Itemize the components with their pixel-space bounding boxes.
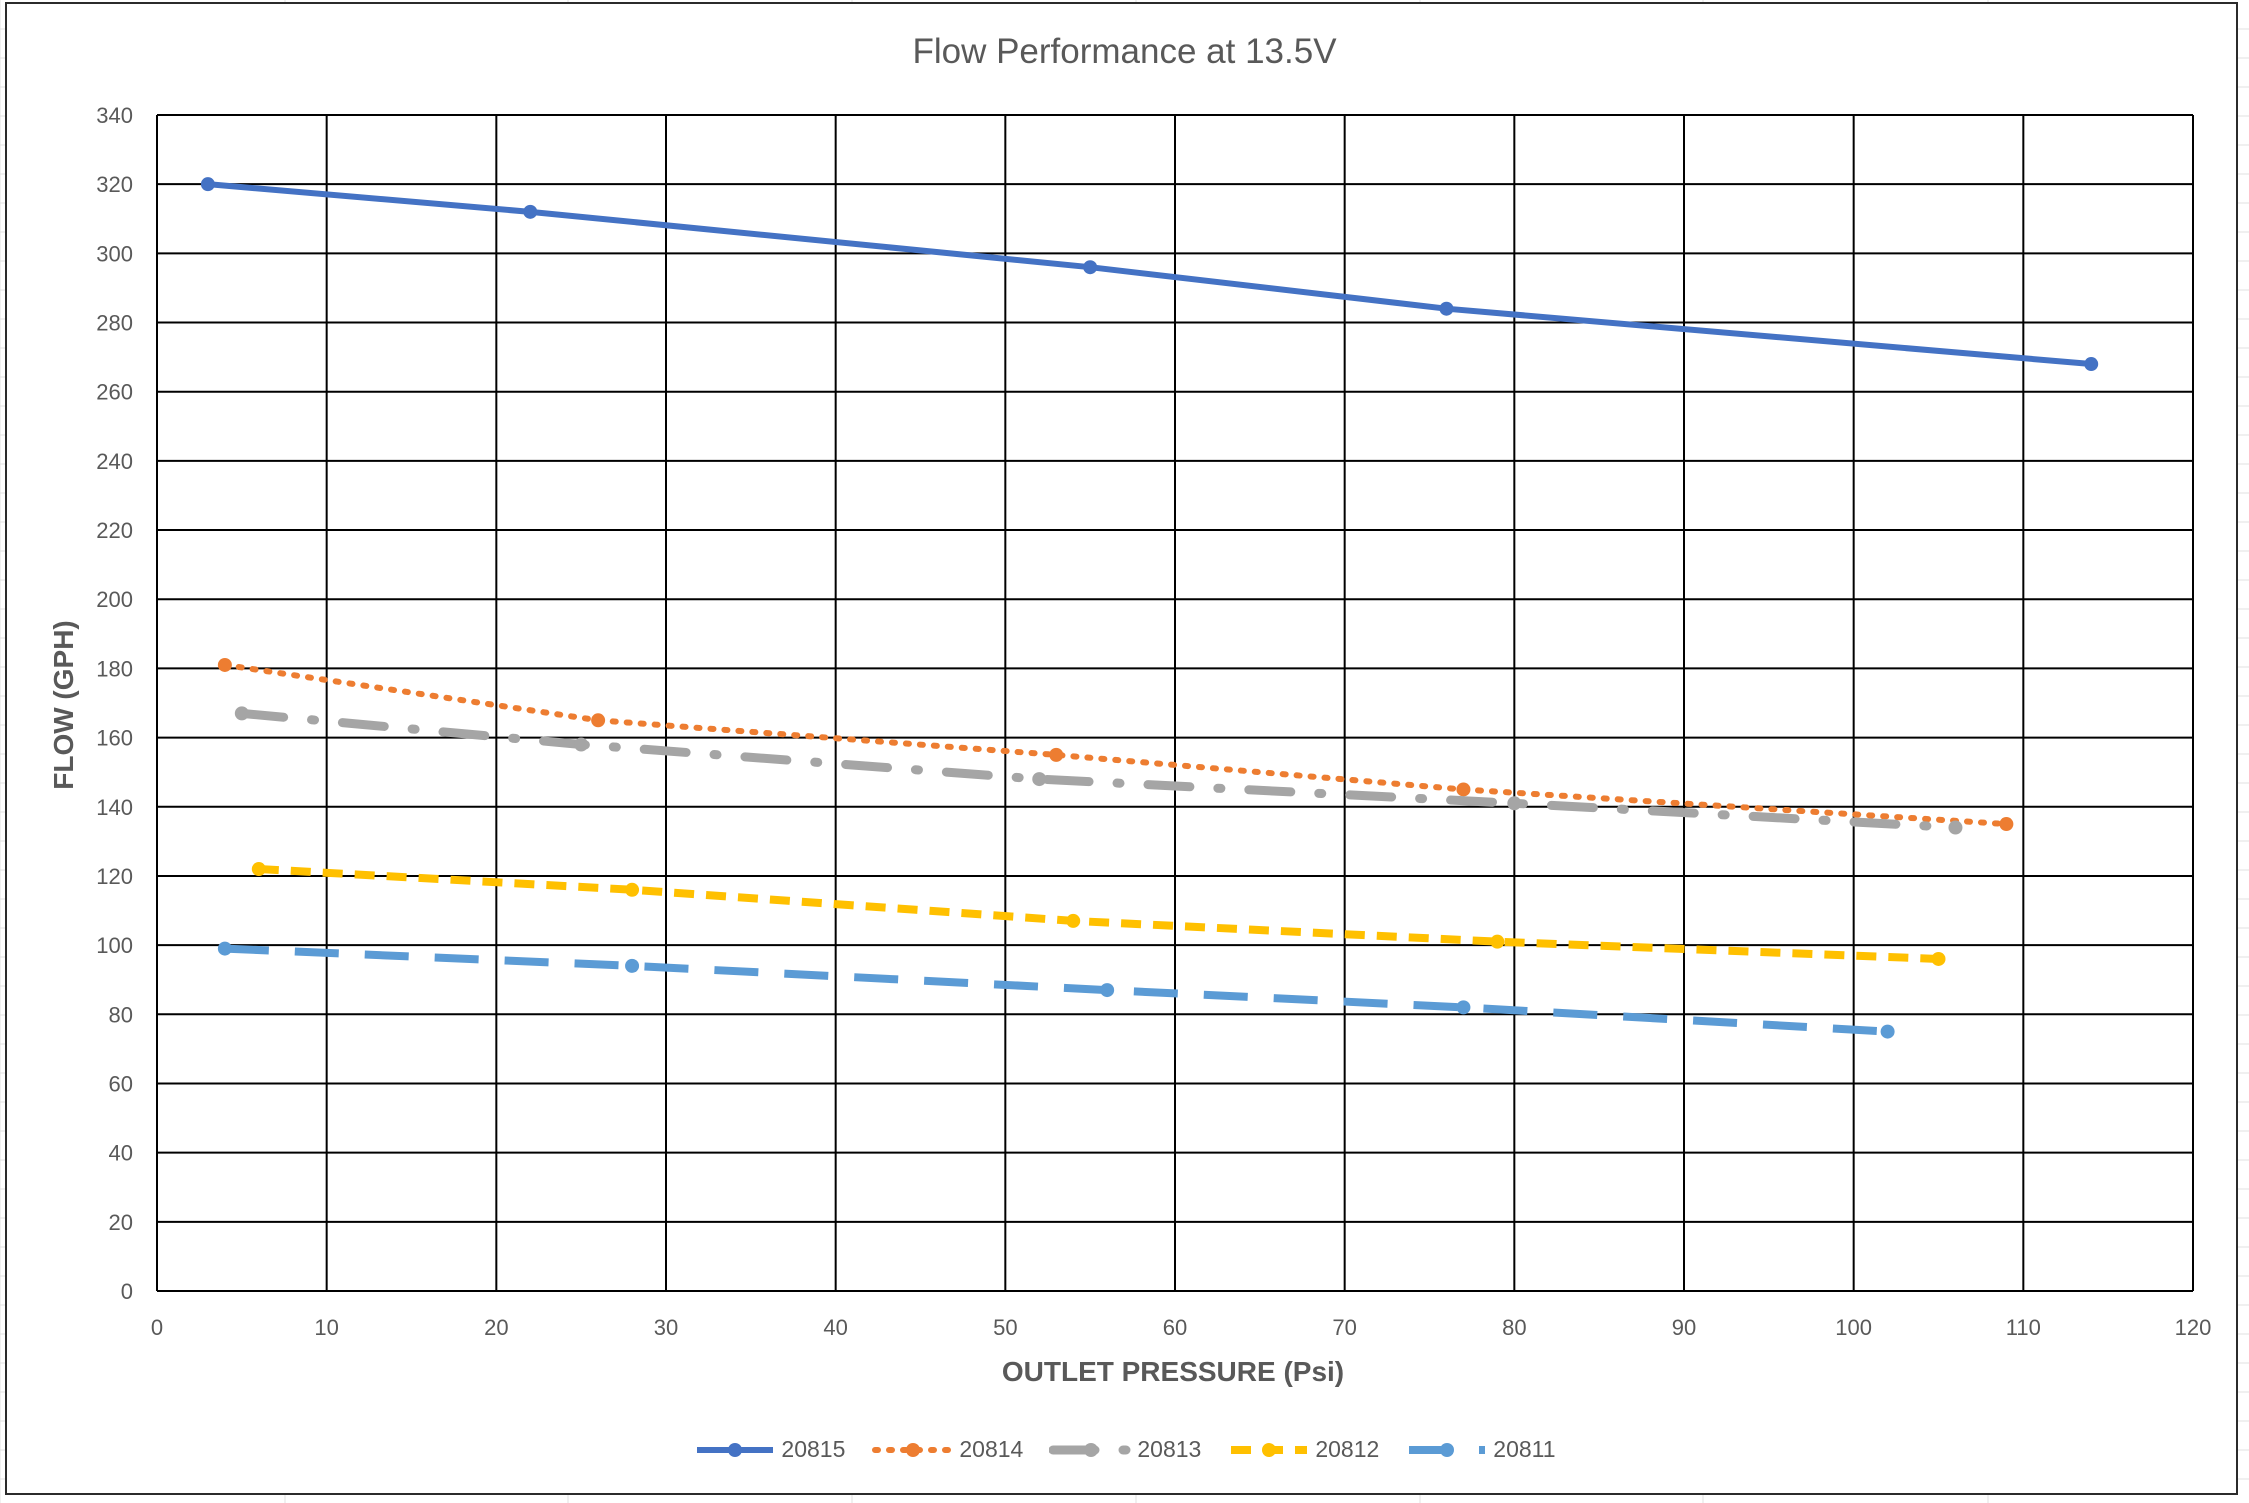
- data-point-20811: [625, 958, 640, 973]
- y-tick-label: 200: [96, 587, 133, 612]
- x-tick-label: 40: [823, 1315, 847, 1340]
- y-tick-label: 320: [96, 172, 133, 197]
- tick-labels: 0 10 20 30 40 50 60 70 80 90 100 110 120 0 20 40 60 80 100…: [96, 103, 2211, 1340]
- legend-marker: [906, 1442, 921, 1457]
- data-point-20815: [1439, 301, 1454, 316]
- legend-label: 20812: [1315, 1436, 1380, 1462]
- gridlines: [156, 114, 2194, 1292]
- x-tick-label: 100: [1835, 1315, 1872, 1340]
- data-point-20813: [234, 706, 249, 721]
- data-point-20815: [1083, 260, 1098, 275]
- legend-marker: [1084, 1442, 1099, 1457]
- legend-swatch-20813: [1049, 1442, 1134, 1457]
- y-tick-label: 40: [109, 1141, 133, 1166]
- y-tick-label: 260: [96, 380, 133, 405]
- data-point-20814: [1049, 747, 1064, 762]
- data-point-20815: [2084, 357, 2099, 372]
- x-tick-label: 60: [1163, 1315, 1187, 1340]
- data-point-20814: [591, 713, 606, 728]
- data-point-20811: [217, 941, 232, 956]
- y-tick-label: 220: [96, 518, 133, 543]
- data-point-20812: [1931, 951, 1946, 966]
- data-point-20815: [200, 177, 215, 192]
- x-tick-label: 90: [1672, 1315, 1696, 1340]
- data-point-20811: [1456, 1000, 1471, 1015]
- x-tick-label: 70: [1332, 1315, 1356, 1340]
- data-point-20815: [523, 204, 538, 219]
- legend-item-20813: 20813: [1049, 1436, 1201, 1463]
- y-tick-label: 340: [96, 103, 133, 128]
- data-point-20812: [1490, 934, 1505, 949]
- legend-item-20812: 20812: [1227, 1436, 1379, 1463]
- x-tick-label: 50: [993, 1315, 1017, 1340]
- x-axis-title: OUTLET PRESSURE (Psi): [1002, 1356, 1344, 1387]
- x-tick-label: 30: [654, 1315, 678, 1340]
- legend-swatch-20811: [1409, 1442, 1486, 1457]
- legend-marker: [728, 1442, 743, 1457]
- legend-marker: [1440, 1442, 1455, 1457]
- legend-swatch-20814: [872, 1442, 955, 1457]
- series-lines: [200, 177, 2099, 1039]
- x-tick-label: 10: [314, 1315, 338, 1340]
- legend-swatch-20812: [1231, 1442, 1308, 1457]
- y-tick-label: 300: [96, 241, 133, 266]
- legend-item-20814: 20814: [871, 1436, 1023, 1463]
- data-point-20813: [1032, 772, 1047, 787]
- y-tick-label: 0: [121, 1279, 133, 1304]
- legend-item-20815: 20815: [693, 1436, 845, 1463]
- y-tick-label: 100: [96, 933, 133, 958]
- chart-area[interactable]: [5, 2, 2238, 1495]
- data-point-20812: [625, 882, 640, 897]
- series-line-20811: [224, 944, 1888, 1036]
- data-point-20813: [574, 737, 589, 752]
- x-tick-label: 120: [2175, 1315, 2212, 1340]
- y-tick-label: 60: [109, 1071, 133, 1096]
- legend-label: 20814: [959, 1436, 1024, 1462]
- y-tick-label: 120: [96, 864, 133, 889]
- y-tick-label: 80: [109, 1002, 133, 1027]
- y-tick-label: 140: [96, 795, 133, 820]
- legend-swatch-20815: [697, 1442, 774, 1457]
- y-tick-label: 180: [96, 656, 133, 681]
- legend: 20815 20814 20813 20812 20811: [0, 1436, 2249, 1463]
- x-tick-label: 0: [151, 1315, 163, 1340]
- data-point-20812: [251, 862, 266, 877]
- y-axis-title: FLOW (GPH): [48, 620, 79, 790]
- y-tick-label: 280: [96, 311, 133, 336]
- data-point-20813: [1507, 796, 1522, 811]
- data-point-20814: [1456, 782, 1471, 797]
- chart-title: Flow Performance at 13.5V: [912, 32, 1337, 71]
- data-point-20814: [217, 657, 232, 672]
- legend-label: 20813: [1137, 1436, 1202, 1462]
- y-tick-label: 160: [96, 726, 133, 751]
- series-line-20814: [221, 661, 2010, 828]
- legend-item-20811: 20811: [1405, 1436, 1556, 1463]
- legend-label: 20811: [1493, 1436, 1556, 1462]
- y-tick-label: 20: [109, 1210, 133, 1235]
- data-point-20811: [1100, 983, 1115, 998]
- x-tick-label: 110: [2006, 1315, 2041, 1340]
- data-point-20812: [1066, 913, 1081, 928]
- legend-marker: [1262, 1442, 1277, 1457]
- data-point-20813: [1948, 820, 1963, 835]
- x-tick-label: 20: [484, 1315, 508, 1340]
- y-tick-label: 240: [96, 449, 133, 474]
- x-tick-label: 80: [1502, 1315, 1526, 1340]
- legend-label: 20815: [781, 1436, 846, 1462]
- data-point-20814: [1999, 817, 2014, 832]
- data-point-20811: [1880, 1024, 1895, 1039]
- series-line-20815: [207, 181, 2092, 368]
- series-line-20813: [237, 708, 1960, 833]
